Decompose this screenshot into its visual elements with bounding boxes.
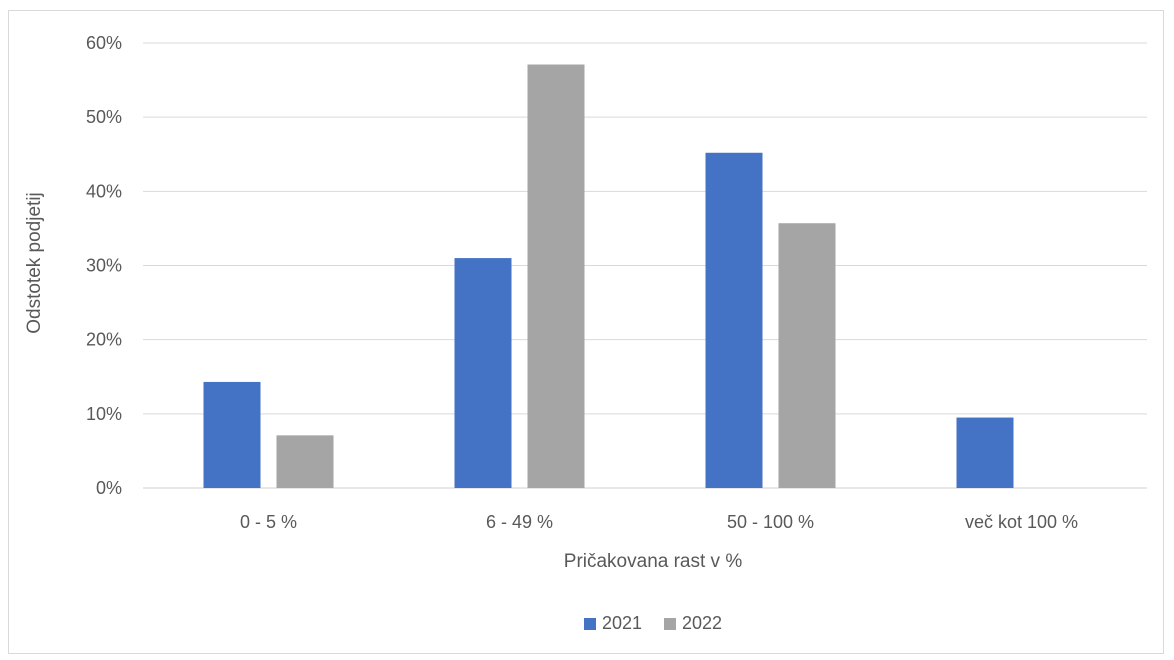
y-tick-label: 20% <box>86 330 122 350</box>
y-tick-label: 60% <box>86 33 122 53</box>
y-tick-label: 0% <box>96 478 122 498</box>
y-tick-label: 10% <box>86 404 122 424</box>
legend-swatch <box>664 618 676 630</box>
bar-2021-2 <box>705 152 763 488</box>
y-axis-ticks: 0% 10% 20% 30% 40% 50% 60% <box>86 33 122 498</box>
x-axis-ticks: 0 - 5 % 6 - 49 % 50 - 100 % več kot 100 % <box>240 512 1078 532</box>
bar-2021-0 <box>203 381 261 488</box>
y-tick-label: 50% <box>86 107 122 127</box>
legend-label: 2021 <box>602 613 642 633</box>
bars <box>203 64 1014 488</box>
bar-2022-1 <box>527 64 585 488</box>
legend-swatch <box>584 618 596 630</box>
y-axis-label: Odstotek podjetij <box>24 192 45 334</box>
legend: 2021 2022 <box>584 613 722 633</box>
x-tick-label: 0 - 5 % <box>240 512 297 532</box>
y-tick-label: 40% <box>86 181 122 201</box>
bar-2022-0 <box>276 435 334 488</box>
bar-2022-2 <box>778 223 836 488</box>
x-tick-label: 6 - 49 % <box>486 512 553 532</box>
bar-2021-1 <box>454 258 512 488</box>
x-tick-label: več kot 100 % <box>965 512 1078 532</box>
legend-label: 2022 <box>682 613 722 633</box>
bar-2021-3 <box>956 417 1014 488</box>
x-tick-label: 50 - 100 % <box>727 512 814 532</box>
y-tick-label: 30% <box>86 256 122 276</box>
x-axis-label: Pričakovana rast v % <box>564 551 743 572</box>
